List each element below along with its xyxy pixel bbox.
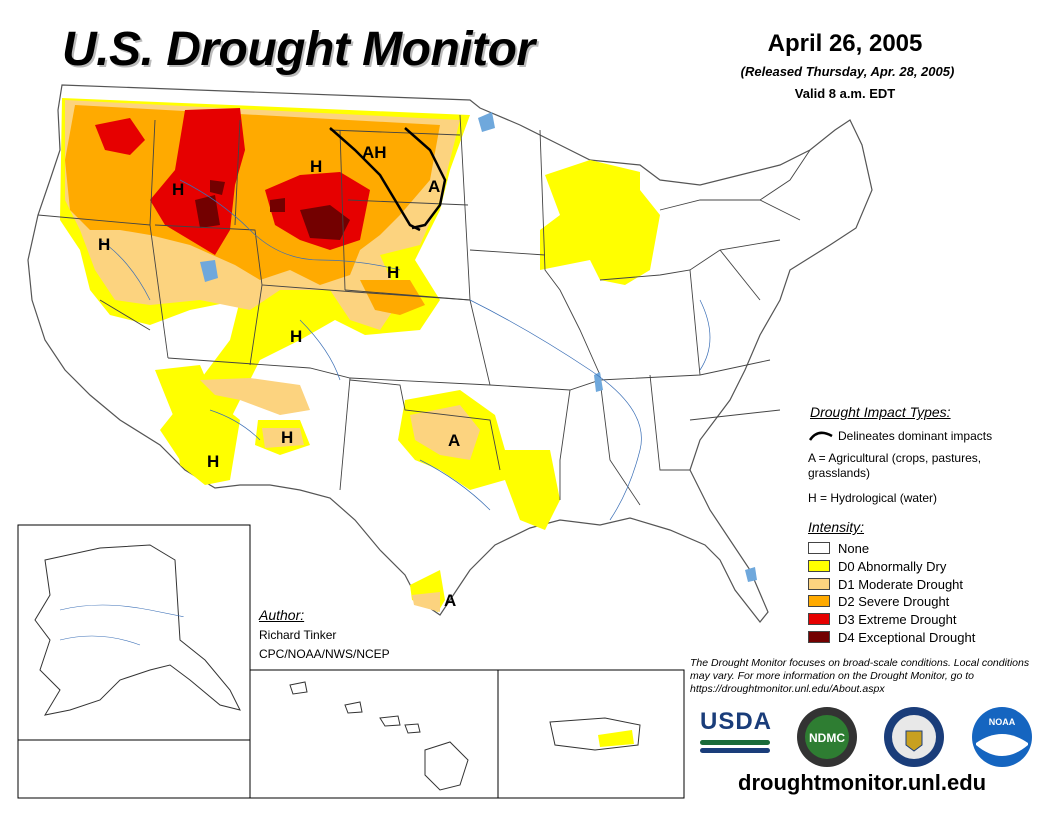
author-title: Author: [259,607,305,623]
map-label-h: H [207,452,219,471]
map-label-ah: AH [362,143,387,162]
ndmc-logo: NDMC [797,707,857,767]
map-label-a: A [448,431,460,450]
usda-logo: USDA [700,708,773,760]
legend-label: D2 Severe Drought [838,593,950,609]
legend-label: D4 Exceptional Drought [838,629,976,645]
noaa-logo-text: NOAA [989,717,1016,727]
legend-swatch [808,613,830,625]
legend-row-d0: D0 Abnormally Dry [808,557,946,575]
legend-label: D3 Extreme Drought [838,611,957,627]
map-label-h: H [387,263,399,282]
author-name: Richard Tinker [259,628,337,642]
legend-swatch [808,578,830,590]
impact-line-label: Delineates dominant impacts [838,429,993,443]
legend-row-d1: D1 Moderate Drought [808,575,963,593]
map-label-h: H [281,428,293,447]
impact-agricultural-label: A = Agricultural (crops, pastures, grass… [808,451,982,480]
map-label-h: H [290,327,302,346]
disclaimer-note: The Drought Monitor focuses on broad-sca… [690,657,1030,695]
ndmc-logo-text: NDMC [809,731,845,745]
legend-row-d3: D3 Extreme Drought [808,610,957,628]
legend-label: D0 Abnormally Dry [838,558,947,574]
impact-types-title: Drought Impact Types: [810,404,951,420]
alaska-rivers [59,604,184,646]
legend-label: None [838,540,870,556]
legend-row-d4: D4 Exceptional Drought [808,628,975,646]
map-label-h: H [98,235,110,254]
noaa-logo: NOAA [972,707,1032,767]
hawaii-shape [289,681,469,791]
map-label-a: A [428,177,440,196]
map-label-h: H [172,180,184,199]
legend-label: D1 Moderate Drought [838,576,964,592]
release-date: (Released Thursday, Apr. 28, 2005) [740,64,955,79]
impact-lines [329,127,447,232]
map-label-a: A [444,591,456,610]
impact-hydrological-label: H = Hydrological (water) [808,491,938,505]
valid-time: Valid 8 a.m. EDT [794,86,896,101]
page-title: U.S. Drought Monitor [62,23,535,76]
commerce-seal-logo [884,707,944,767]
author-org: CPC/NOAA/NWS/NCEP [259,647,390,661]
website-url[interactable]: droughtmonitor.unl.edu [738,770,987,795]
map-date: April 26, 2005 [767,30,923,57]
impact-line-sample [808,431,833,441]
intensity-title: Intensity: [808,519,865,535]
lakes [200,112,757,582]
impact-labels: H H H AH A H H H H A A [98,143,460,610]
legend-row-d2: D2 Severe Drought [808,592,949,610]
rivers [99,179,711,521]
legend-swatch [808,542,830,554]
legend-swatch [808,595,830,607]
puerto-rico-d0 [598,730,634,747]
legend-swatch [808,631,830,643]
legend-row-none: None [808,539,869,557]
d4-areas [195,180,350,240]
alaska-shape [34,544,241,716]
map-label-h: H [310,157,322,176]
usda-logo-text: USDA [700,708,773,735]
legend-swatch [808,560,830,572]
